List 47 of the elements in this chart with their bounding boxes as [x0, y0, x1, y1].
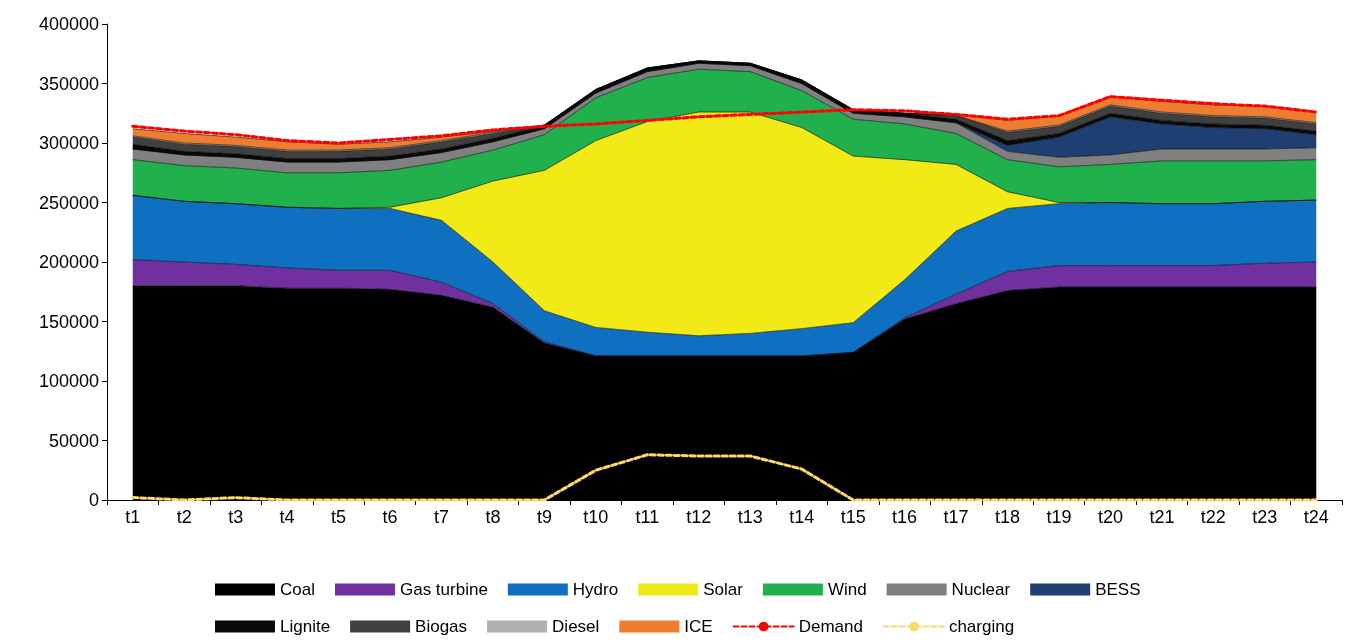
x-tick-label: t16 [892, 507, 918, 527]
x-tick-label: t13 [737, 507, 763, 527]
legend-label: ICE [684, 617, 713, 636]
x-tick-label: t2 [176, 507, 192, 527]
x-tick-label: t12 [686, 507, 712, 527]
legend-label: Demand [798, 617, 863, 636]
x-tick-label: t14 [789, 507, 815, 527]
y-tick-label: 300000 [38, 133, 99, 153]
legend-label: Lignite [280, 617, 331, 636]
legend-label: Biogas [415, 617, 468, 636]
x-tick-label: t4 [279, 507, 295, 527]
legend-label: Hydro [572, 580, 619, 599]
x-tick-label: t24 [1303, 507, 1329, 527]
legend-label: Solar [703, 580, 744, 599]
x-tick-label: t17 [943, 507, 969, 527]
legend-label: BESS [1095, 580, 1141, 599]
y-tick-label: 150000 [38, 311, 99, 332]
y-tick-label: 200000 [38, 252, 99, 272]
line-series [131, 95, 1318, 145]
y-tick-label: 350000 [38, 73, 99, 94]
x-tick-label: t1 [125, 507, 141, 527]
x-tick-label: t9 [536, 507, 552, 527]
legend-label: Coal [280, 580, 315, 599]
y-tick-label: 400000 [38, 14, 99, 34]
y-tick-label: 50000 [48, 430, 99, 451]
x-tick-label: t7 [433, 507, 449, 527]
legend-label: charging [948, 617, 1015, 636]
y-tick-label: 0 [88, 490, 99, 510]
legend-label: Gas turbine [399, 580, 488, 599]
x-tick-label: t15 [840, 507, 866, 527]
x-tick-label: t8 [485, 507, 501, 527]
x-tick-label: t18 [995, 507, 1021, 527]
x-tick-label: t20 [1097, 507, 1123, 527]
x-tick-label: t5 [331, 507, 347, 527]
legend-label: Wind [827, 580, 867, 599]
x-tick-label: t23 [1252, 507, 1278, 527]
x-tick-label: t11 [635, 507, 660, 527]
x-tick-label: t21 [1149, 507, 1175, 527]
legend-label: Diesel [552, 617, 600, 636]
x-tick-label: t10 [583, 507, 609, 527]
x-tick-label: t6 [382, 507, 398, 527]
x-tick-label: t22 [1200, 507, 1226, 527]
x-tick-label: t3 [228, 507, 244, 527]
x-tick-label: t19 [1046, 507, 1072, 527]
legend-label: Nuclear [951, 580, 1011, 599]
y-tick-label: 250000 [38, 192, 99, 213]
y-tick-label: 100000 [38, 371, 99, 391]
